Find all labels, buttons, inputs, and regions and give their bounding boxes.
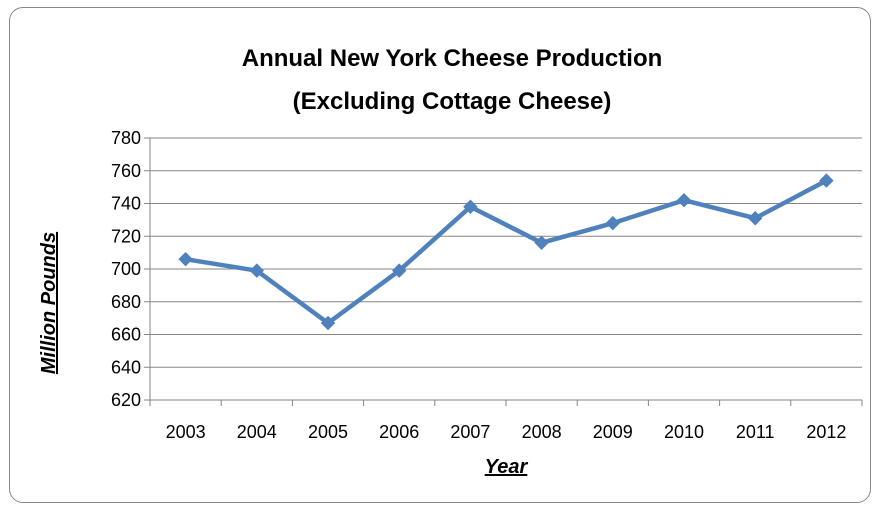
y-tick-label: 640 [111, 357, 141, 377]
gridlines [150, 137, 862, 368]
axes [144, 137, 863, 406]
y-tick-label: 620 [111, 390, 141, 410]
y-tick-label: 780 [111, 128, 141, 148]
y-tick-label: 680 [111, 292, 141, 312]
x-tick-label: 2004 [237, 422, 277, 442]
y-tick-label: 720 [111, 226, 141, 246]
x-tick-label: 2012 [806, 422, 846, 442]
x-tick-label: 2011 [736, 422, 775, 442]
x-tick-labels: 2003 2004 2005 2006 2007 2008 2009 2010 2011 2012 [166, 422, 847, 442]
data-point-marker [320, 315, 336, 331]
data-point-marker [676, 193, 692, 208]
series-line [183, 178, 829, 326]
x-axis-title: Year [485, 456, 529, 478]
x-tick-label: 2006 [379, 422, 419, 442]
x-tick-label: 2008 [522, 422, 562, 442]
data-point-marker [534, 235, 549, 251]
chart-area [9, 7, 871, 503]
x-tick-label: 2005 [308, 422, 348, 442]
data-point-marker [605, 215, 621, 231]
x-tick-label: 2009 [593, 422, 633, 442]
y-axis-title: Million Pounds [38, 232, 60, 374]
y-tick-label: 740 [111, 194, 141, 214]
y-tick-label: 700 [111, 259, 141, 279]
data-point-marker [747, 211, 763, 226]
y-tick-label: 760 [111, 161, 141, 181]
series-layer [178, 173, 834, 331]
chart-title-line-2: (Excluding Cottage Cheese) [293, 88, 612, 115]
data-point-marker [819, 173, 834, 188]
y-tick-labels: 620 640 660 680 700 720 740 760 780 [111, 128, 141, 410]
x-tick-label: 2003 [166, 422, 206, 442]
data-point-marker [463, 199, 478, 214]
data-point-marker [178, 251, 193, 267]
chart-title-line-1: Annual New York Cheese Production [242, 45, 663, 72]
y-tick-label: 660 [111, 325, 141, 345]
data-point-marker [249, 263, 265, 278]
x-tick-label: 2010 [664, 422, 704, 442]
x-tick-label: 2007 [450, 422, 490, 442]
data-point-marker [391, 263, 407, 278]
